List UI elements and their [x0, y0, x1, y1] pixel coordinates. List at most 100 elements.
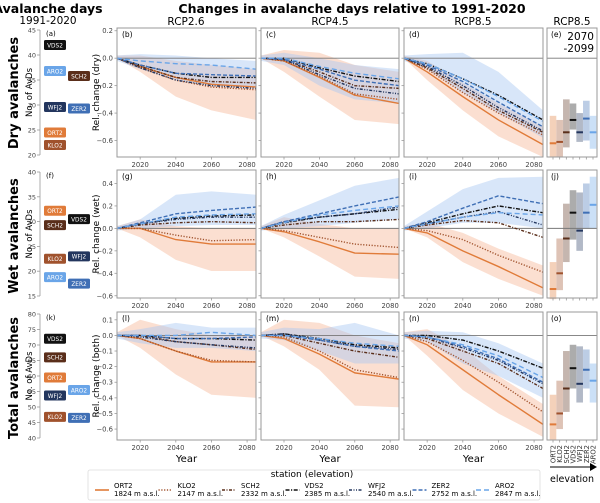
- series-line-VDS2: [403, 57, 544, 121]
- series-line-ORT2: [403, 227, 544, 289]
- count-box-KLO2: [44, 140, 66, 150]
- xtick-label: 2060: [490, 302, 507, 310]
- legend-elevation-ORT2: 1824 m a.s.l.: [114, 490, 160, 498]
- panel-label: (l): [122, 314, 130, 323]
- summary-range-bar-WFJ2: [576, 192, 583, 251]
- panel-frame: [260, 311, 400, 441]
- panel-label: (g): [122, 172, 133, 181]
- scenario-title-rcp45: RCP4.5: [311, 16, 348, 28]
- series-line-WFJ2: [116, 216, 256, 230]
- series-line-SCH2: [403, 219, 544, 239]
- legend-station-VDS2: VDS2: [305, 482, 324, 490]
- panel-h: (h) 2020 2040 2060 2080: [258, 169, 400, 310]
- series-line-ZER2: [403, 57, 544, 128]
- series-line-ARO2: [116, 213, 257, 230]
- series-line-ORT2: [117, 227, 256, 245]
- series-line-VDS2: [404, 334, 544, 369]
- uncertainty-band-high-elevation: [261, 322, 399, 364]
- series-line-WFJ2: [260, 57, 400, 95]
- summary-range-bar-SCH2: [563, 351, 570, 412]
- summary-range-bar-ARO2: [589, 363, 597, 403]
- summary-frame: [546, 311, 598, 441]
- count-ytick-label: 30: [28, 102, 36, 110]
- ytick-label: 0.2: [102, 202, 113, 210]
- panel-m: (m) 2020 2040 2060 2080 Year: [258, 311, 400, 465]
- count-ytick-label: 20: [28, 152, 36, 160]
- series-line-WFJ2: [116, 334, 257, 349]
- count-box-label-ORT2: ORT2: [47, 376, 63, 382]
- uncertainty-band-low-elevation: [404, 222, 543, 296]
- series-line-ORT2: [403, 57, 544, 146]
- xlabel: Year: [462, 454, 485, 465]
- xtick-label: 2020: [132, 444, 149, 452]
- summary-panel-j: (j): [546, 169, 598, 301]
- series-line-ARO2: [117, 331, 257, 337]
- series-line-ARO2: [403, 334, 544, 379]
- ytick-label: 0.1: [102, 316, 113, 324]
- panel-label: (j): [551, 172, 559, 181]
- xtick-label: 2060: [490, 444, 507, 452]
- xtick-label: 2020: [419, 302, 436, 310]
- ytick-label: −0.5: [96, 410, 113, 418]
- legend-station-SCH2: SCH2: [241, 482, 260, 490]
- legend-elevation-VDS2: 2385 m a.s.l.: [305, 490, 351, 498]
- count-ytick-label: 30: [28, 218, 36, 226]
- series-line-SCH2: [403, 334, 544, 390]
- count-ytick-label: 55: [28, 388, 36, 396]
- count-ytick-label: 25: [28, 243, 36, 251]
- series-line-ARO2: [403, 211, 544, 230]
- panel-label: (m): [266, 314, 279, 323]
- main-title: Changes in avalanche days relative to 19…: [178, 1, 525, 16]
- count-ytick-label: 60: [28, 373, 36, 381]
- xtick-label: 2060: [490, 161, 507, 169]
- panel-frame: [116, 169, 257, 299]
- ytick-label: −0.3: [96, 379, 113, 387]
- count-box-label-ZER2: ZER2: [71, 107, 87, 113]
- count-box-label-WFJ2: WFJ2: [48, 105, 63, 111]
- count-box-label-KLO2: KLO2: [47, 143, 62, 149]
- ytick-label: 0.0: [102, 332, 113, 340]
- left-subtitle: 1991-2020: [19, 15, 76, 27]
- series-line-VDS2: [116, 214, 257, 230]
- legend-elevation-WFJ2: 2540 m a.s.l.: [368, 490, 414, 498]
- summary-frame: [546, 27, 598, 158]
- uncertainty-band-low-elevation: [404, 55, 543, 157]
- count-ylabel: No. of AvDs: [25, 209, 35, 259]
- xtick-label: 2040: [311, 444, 328, 452]
- legend-elevation-KLO2: 2147 m a.s.l.: [178, 490, 224, 498]
- summary-xtick-label-ZER2: ZER2: [583, 445, 591, 463]
- ytick-label: 0.4: [102, 180, 113, 188]
- count-box-WFJ2: [44, 390, 66, 401]
- count-box-label-KLO2: KLO2: [47, 415, 62, 421]
- panel-frame: [403, 27, 544, 158]
- xtick-label: 2040: [454, 161, 471, 169]
- panel-label: (n): [409, 314, 420, 323]
- left-title: Avalanche days: [0, 1, 103, 16]
- series-line-VDS2: [403, 205, 544, 230]
- summary-xtick-label-SCH2: SCH2: [563, 445, 571, 464]
- count-box-ARO2: [44, 272, 66, 283]
- series-line-KLO2: [403, 227, 544, 273]
- xtick-label: 2020: [132, 302, 149, 310]
- ytick-label: −0.2: [96, 247, 113, 255]
- count-box-label-ARO2: ARO2: [47, 275, 64, 281]
- panel-frame: [116, 311, 257, 441]
- change-ylabel: Rel. change (dry): [92, 54, 102, 131]
- count-box-VDS2: [68, 214, 90, 225]
- uncertainty-band-high-elevation: [261, 52, 399, 104]
- series-line-ORT2: [116, 334, 256, 363]
- ytick-label: −0.1: [96, 348, 113, 356]
- series-line-WFJ2: [116, 57, 257, 90]
- xlabel: Year: [175, 454, 198, 465]
- legend-station-ORT2: ORT2: [114, 482, 133, 490]
- count-ytick-label: 70: [28, 342, 36, 350]
- summary-xtick-label-ARO2: ARO2: [590, 445, 598, 464]
- series-line-SCH2: [403, 57, 544, 133]
- count-ytick-label: 80: [28, 311, 36, 319]
- legend-station-ARO2: ARO2: [495, 482, 515, 490]
- panel-label: (o): [551, 314, 562, 323]
- scenario-title-rcp85: RCP8.5: [454, 16, 491, 28]
- panel-label: (e): [551, 30, 562, 39]
- xtick-label: 2040: [454, 444, 471, 452]
